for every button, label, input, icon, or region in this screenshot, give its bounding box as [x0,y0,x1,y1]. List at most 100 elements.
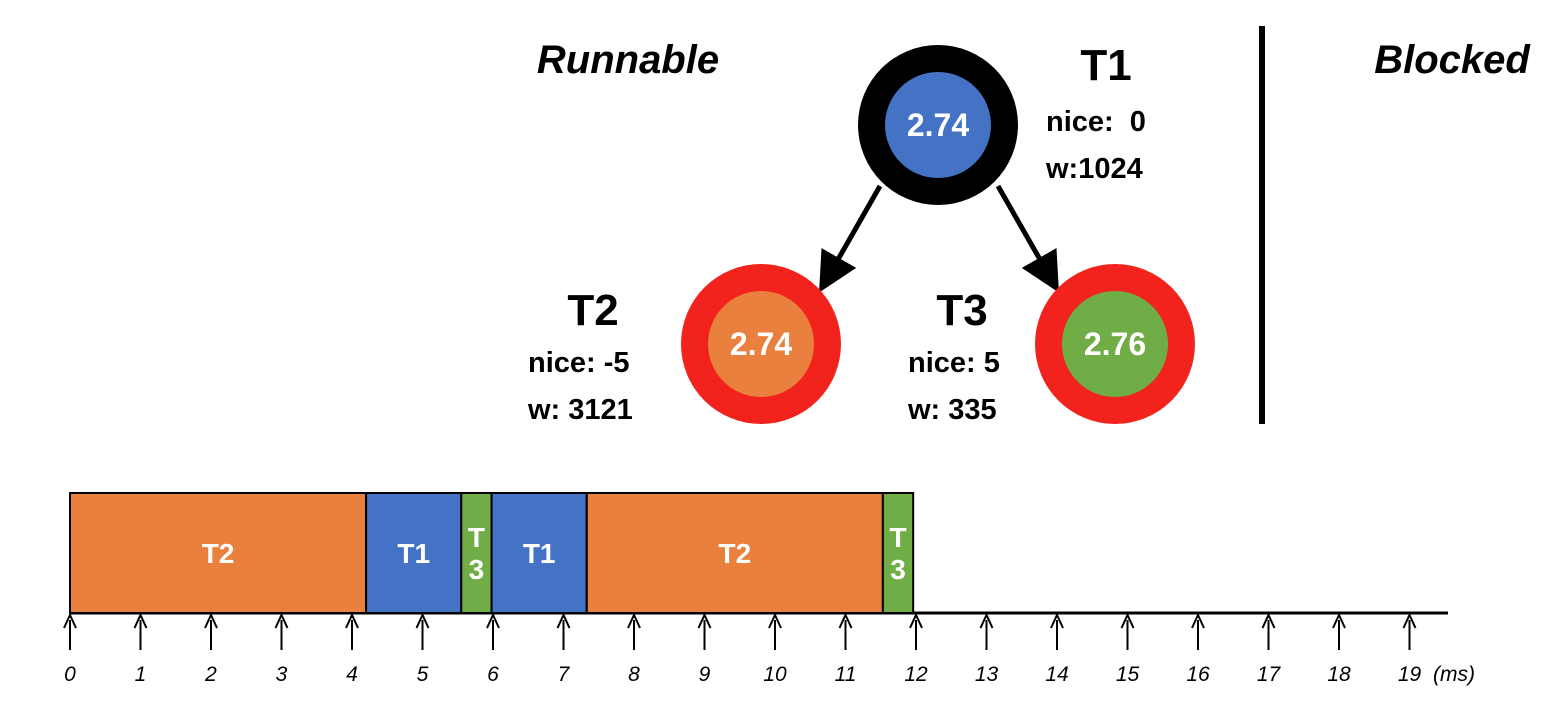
tick-label: 4 [346,663,358,686]
tick-label: 9 [699,663,711,686]
blocked-label: Blocked [1374,38,1531,82]
segment-label: T2 [202,538,235,569]
timeline-tick: 10 [763,612,787,686]
timeline-segment-t2: T2 [69,492,368,614]
node-vruntime: 2.76 [1084,326,1146,362]
segment-bar [69,492,368,614]
timeline-segment-t2: T2 [585,492,884,614]
timeline-tick: 19 [1398,612,1421,686]
node-weight: w:1024 [1045,153,1143,185]
tick-arrowhead [133,612,148,629]
node-weight: w: 335 [907,394,997,426]
segment-bar [460,492,493,614]
timeline-tick: 4 [345,612,359,686]
segment-label: T [468,522,485,553]
tick-arrowhead [909,612,923,629]
tick-arrowhead [838,612,853,629]
timeline-tick: 11 [835,612,857,686]
timeline-tick: 15 [1116,612,1140,686]
segment-bar [490,492,588,614]
node-core [1062,291,1168,397]
tick-arrowhead [627,612,641,629]
segment-label: T [889,522,906,553]
tick-label: 17 [1257,663,1282,686]
tick-arrowhead [1402,612,1417,629]
tick-arrowhead [345,612,359,629]
tick-arrowhead [486,612,500,629]
timeline-tick: 0 [63,612,77,686]
tick-label: 10 [763,663,787,686]
node-core [708,291,814,397]
tick-arrowhead [1120,612,1135,629]
node-core [885,72,991,178]
tick-label: 6 [487,663,499,686]
timeline-tick: 2 [204,612,218,686]
timeline-tick: 7 [556,612,571,686]
tick-label: 18 [1327,663,1351,686]
tick-label: 1 [135,663,147,686]
node-task-name: T2 [567,286,618,335]
tree-edge-t1-t2 [819,184,883,293]
tick-label: 0 [64,663,76,686]
timeline-segment-t1: T1 [490,492,588,614]
node-nice: nice: 0 [1046,106,1146,138]
timeline-segment-t3: T3 [881,492,915,614]
tick-label: 3 [276,663,288,686]
tree-node-t1: 2.74 T1 nice: 0 w:1024 [858,41,1146,205]
tick-label: 5 [417,663,429,686]
segment-label: T1 [397,538,430,569]
timeline-tick: 3 [274,612,289,686]
tick-arrowhead [1332,612,1346,629]
tick-arrowhead [697,612,712,629]
tick-label: 12 [904,663,928,686]
segment-bar [881,492,915,614]
tick-arrowhead [1050,612,1064,629]
timeline-segment-t1: T1 [365,492,463,614]
node-task-name: T1 [1080,41,1131,90]
timeline-tick: 6 [486,612,500,686]
tick-arrowhead [274,612,289,629]
timeline-unit-label: (ms) [1433,663,1475,686]
node-nice: nice: -5 [528,347,630,379]
timeline-tick: 16 [1186,612,1210,686]
segment-bar [365,492,463,614]
tick-label: 7 [558,663,571,686]
node-nice: nice: 5 [908,347,1000,379]
tick-arrowhead [1261,612,1276,629]
tick-arrowhead [768,612,782,629]
tick-label: 11 [835,663,857,686]
tick-label: 8 [628,663,640,686]
tick-label: 2 [204,663,217,686]
tick-label: 15 [1116,663,1140,686]
timeline-segment-t3: T3 [460,492,493,614]
tree-node-t2: 2.74 T2 nice: -5 w: 3121 [527,264,841,426]
node-weight: w: 3121 [527,394,633,426]
tree-node-t3: 2.76 T3 nice: 5 w: 335 [907,264,1195,426]
timeline-ticks: 0 1 2 3 4 5 6 7 8 9 10 11 12 13 14 15 16 17 18 19 [63,612,1421,686]
segment-label: 3 [890,554,906,585]
tick-arrowhead [63,612,77,629]
timeline-tick: 18 [1327,612,1351,686]
tick-arrowhead [1191,612,1205,629]
tick-label: 13 [975,663,999,686]
segment-bar [585,492,884,614]
node-task-name: T3 [936,286,987,335]
node-vruntime: 2.74 [907,107,969,143]
tick-arrowhead [979,612,994,629]
timeline-tick: 14 [1045,612,1069,686]
runnable-label: Runnable [537,38,719,82]
tree-edge-t1-t3 [995,184,1059,293]
tick-arrowhead [204,612,218,629]
timeline-tick: 9 [697,612,712,686]
node-vruntime: 2.74 [730,326,792,362]
tick-arrowhead [415,612,430,629]
timeline-tick: 13 [975,612,999,686]
timeline-tick: 8 [627,612,641,686]
segment-label: T2 [718,538,751,569]
timeline-tick: 5 [415,612,430,686]
segment-label: 3 [469,554,485,585]
segment-label: T1 [523,538,556,569]
tick-arrowhead [556,612,571,629]
